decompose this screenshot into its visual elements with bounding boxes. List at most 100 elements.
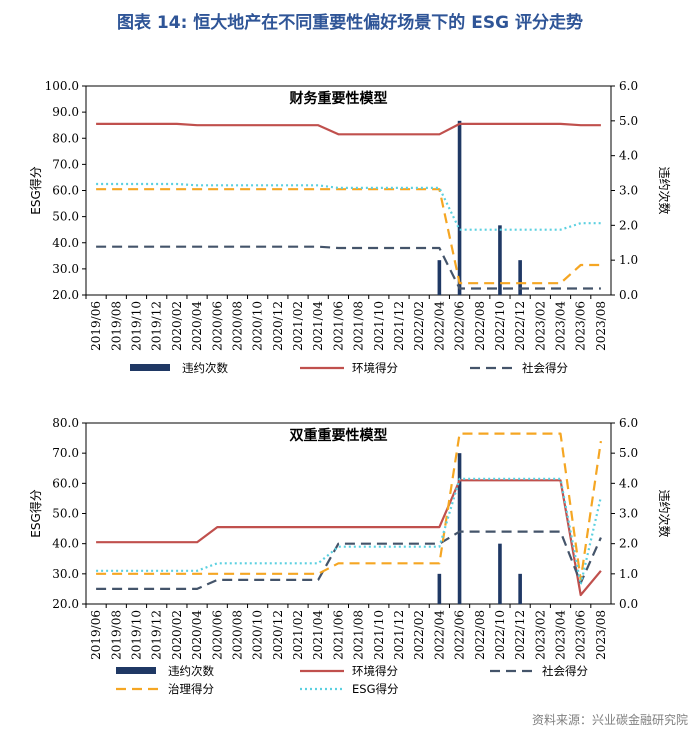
chart2-legend-label: 环境得分 xyxy=(352,664,398,678)
chart2-governance-line xyxy=(96,432,602,582)
chart1-xtick-label: 2022/06 xyxy=(453,301,467,351)
chart1-xtick-label: 2020/06 xyxy=(210,301,224,351)
chart1-xtick-label: 2022/02 xyxy=(412,301,426,351)
chart1-xtick-label: 2021/10 xyxy=(372,301,386,351)
chart2-xtick-label: 2021/12 xyxy=(392,610,406,660)
chart1-y2tick-label: 3.0 xyxy=(619,184,638,198)
chart1-y2tick-label: 0.0 xyxy=(619,288,638,302)
chart2-xtick-label: 2019/12 xyxy=(150,610,164,660)
chart1-ytick-label: 30.0 xyxy=(52,262,79,276)
chart1-esg-line xyxy=(96,182,601,231)
chart1-xtick-label: 2021/02 xyxy=(291,301,305,351)
chart1-violation-bar xyxy=(457,120,462,295)
chart2-xtick-label: 2023/04 xyxy=(554,610,568,660)
chart1-y2tick-label: 5.0 xyxy=(619,114,638,128)
chart2-y2tick-label: 0.0 xyxy=(619,597,638,611)
chart1-ytick-label: 60.0 xyxy=(52,184,79,198)
chart2-ytick-label: 40.0 xyxy=(52,537,79,551)
chart1-y2tick-label: 1.0 xyxy=(619,253,638,267)
chart2-title: 双重重要性模型 xyxy=(290,427,388,444)
chart2-xtick-label: 2020/10 xyxy=(251,610,265,660)
chart1-violation-bar xyxy=(498,225,502,295)
chart2-xtick-label: 2019/10 xyxy=(129,610,143,660)
chart2-xtick-label: 2021/10 xyxy=(372,610,386,660)
chart2-legend-swatch-violation xyxy=(116,667,156,674)
source-note: 资料来源：兴业碳金融研究院 xyxy=(531,713,688,727)
chart1-legend-label: 违约次数 xyxy=(182,361,228,375)
chart2-xtick-label: 2020/04 xyxy=(190,610,204,660)
chart2-violation-bar xyxy=(437,573,442,604)
chart2-y2tick-label: 6.0 xyxy=(619,416,638,430)
chart2-ytick-label: 70.0 xyxy=(52,446,79,460)
chart1-plot-frame xyxy=(85,85,612,296)
chart1-y2tick-label: 6.0 xyxy=(619,79,638,93)
chart2-xtick-label: 2023/08 xyxy=(594,610,608,660)
chart1-xtick-label: 2019/12 xyxy=(150,301,164,351)
chart2-xtick-label: 2019/06 xyxy=(89,610,103,660)
chart2-ytick-label: 50.0 xyxy=(52,507,79,521)
chart2-xtick-label: 2021/06 xyxy=(331,610,345,660)
chart1-ytick-label: 50.0 xyxy=(52,210,79,224)
chart2-y2tick-label: 4.0 xyxy=(619,476,638,490)
chart2-xtick-label: 2021/04 xyxy=(311,610,325,660)
chart2-xtick-label: 2023/02 xyxy=(533,610,547,660)
chart1-xtick-label: 2020/02 xyxy=(170,301,184,351)
chart1-xtick-label: 2021/08 xyxy=(352,301,366,351)
chart1-legend-label: 社会得分 xyxy=(522,361,568,375)
chart2-xtick-label: 2022/06 xyxy=(453,610,467,660)
chart1-y2label: 违约次数 xyxy=(657,166,672,214)
chart2-y2label: 违约次数 xyxy=(657,489,672,537)
chart1-xtick-label: 2020/12 xyxy=(271,301,285,351)
chart1-ytick-label: 100.0 xyxy=(45,79,79,93)
chart1-ytick-label: 20.0 xyxy=(52,288,79,302)
chart2-legend-label: 社会得分 xyxy=(542,664,588,678)
chart1-governance-line xyxy=(96,188,601,285)
chart2-xtick-label: 2022/02 xyxy=(412,610,426,660)
figure-title: 图表 14: 恒大地产在不同重要性偏好场景下的 ESG 评分走势 xyxy=(117,13,583,33)
chart2-y2tick-label: 2.0 xyxy=(619,537,638,551)
chart1-ytick-label: 80.0 xyxy=(52,131,79,145)
chart1-xtick-label: 2019/10 xyxy=(129,301,143,351)
chart1-social-line xyxy=(96,245,601,290)
chart2-xtick-label: 2021/08 xyxy=(352,610,366,660)
chart1-xtick-label: 2022/10 xyxy=(493,301,507,351)
chart2-ylabel: ESG得分 xyxy=(28,489,43,538)
chart1-title: 财务重要性模型 xyxy=(289,90,388,107)
chart2-plot-frame xyxy=(85,422,612,605)
chart1-xtick-label: 2022/04 xyxy=(432,301,446,351)
chart1-y2tick-label: 2.0 xyxy=(619,218,638,232)
chart2-xtick-label: 2021/02 xyxy=(291,610,305,660)
chart1-xtick-label: 2019/06 xyxy=(89,301,103,351)
chart2-xtick-label: 2020/12 xyxy=(271,610,285,660)
chart1-xtick-label: 2023/08 xyxy=(594,301,608,351)
chart2-xtick-label: 2022/10 xyxy=(493,610,507,660)
chart2-legend-label: ESG得分 xyxy=(352,682,399,696)
chart1-xtick-label: 2023/02 xyxy=(533,301,547,351)
chart2-ytick-label: 60.0 xyxy=(52,476,79,490)
chart1-ytick-label: 70.0 xyxy=(52,157,79,171)
chart2-violation-bar xyxy=(457,453,462,604)
chart2-xtick-label: 2022/08 xyxy=(473,610,487,660)
chart1-legend-label: 环境得分 xyxy=(352,361,398,375)
chart1-xtick-label: 2020/04 xyxy=(190,301,204,351)
chart2-xtick-label: 2019/08 xyxy=(109,610,123,660)
chart1-ytick-label: 40.0 xyxy=(52,236,79,250)
chart2-ytick-label: 80.0 xyxy=(52,416,79,430)
chart2-xtick-label: 2023/06 xyxy=(574,610,588,660)
chart1-xtick-label: 2022/12 xyxy=(513,301,527,351)
chart1-ylabel: ESG得分 xyxy=(28,166,43,215)
chart1-xtick-label: 2021/06 xyxy=(331,301,345,351)
chart2-ytick-label: 30.0 xyxy=(52,567,79,581)
chart2-y2tick-label: 1.0 xyxy=(619,567,638,581)
chart2-xtick-label: 2020/02 xyxy=(170,610,184,660)
chart1-xtick-label: 2020/10 xyxy=(251,301,265,351)
chart1-xtick-label: 2020/08 xyxy=(230,301,244,351)
chart1-violation-bar xyxy=(518,260,522,295)
chart1-xtick-label: 2019/08 xyxy=(109,301,123,351)
chart1-xtick-label: 2023/06 xyxy=(574,301,588,351)
chart2-ytick-label: 20.0 xyxy=(52,597,79,611)
chart1-environment-line xyxy=(96,122,601,136)
chart2-xtick-label: 2022/12 xyxy=(513,610,527,660)
chart2-environment-line xyxy=(96,479,602,597)
